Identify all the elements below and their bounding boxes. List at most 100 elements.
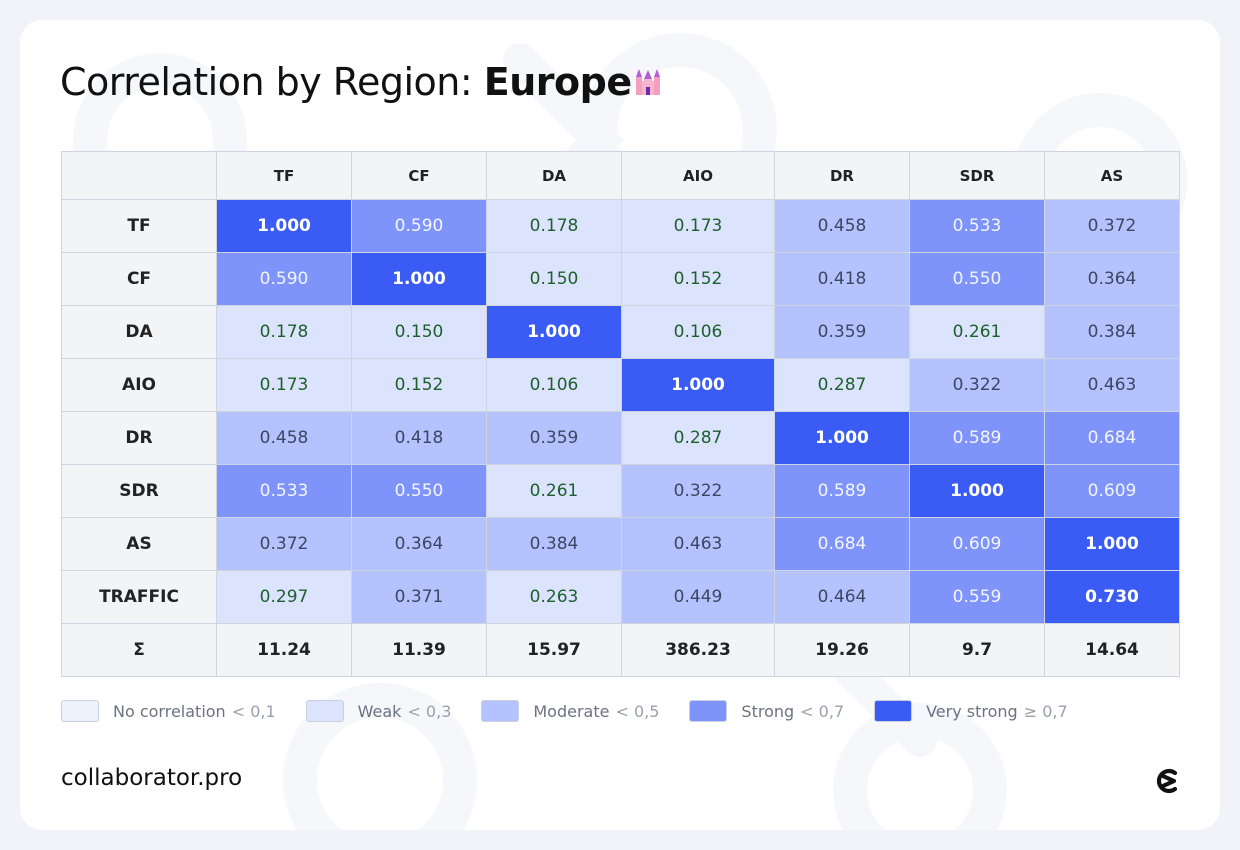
legend-item-no-correlation: No correlation < 0,1 bbox=[61, 700, 276, 722]
heatmap-row: AS 0.372 0.364 0.384 0.463 0.684 0.609 1.000 bbox=[61, 517, 1180, 571]
corner-cell bbox=[61, 151, 217, 200]
sum-row: Σ 11.24 11.39 15.97 386.23 19.26 9.7 14.64 bbox=[61, 623, 1180, 677]
heatmap-cell: 0.458 bbox=[774, 199, 910, 253]
legend-swatch-moderate bbox=[481, 700, 520, 722]
heatmap-cell: 0.359 bbox=[774, 305, 910, 359]
heatmap-cell: 0.609 bbox=[909, 517, 1045, 571]
heatmap-cell: 0.364 bbox=[351, 517, 487, 571]
heatmap-cell: 0.173 bbox=[621, 199, 775, 253]
legend-swatch-weak bbox=[305, 700, 344, 722]
heatmap-cell: 0.106 bbox=[621, 305, 775, 359]
heatmap-cell: 0.458 bbox=[216, 411, 352, 465]
heatmap-row: DR 0.458 0.418 0.359 0.287 1.000 0.589 0.684 bbox=[61, 411, 1180, 465]
heatmap-cell: 0.322 bbox=[621, 464, 775, 518]
heatmap-cell: 0.533 bbox=[909, 199, 1045, 253]
legend-threshold: ≥ 0,7 bbox=[1023, 701, 1068, 721]
title-prefix: Correlation by Region: bbox=[60, 60, 484, 104]
heatmap-cell: 1.000 bbox=[216, 199, 352, 253]
heatmap-cell: 0.418 bbox=[351, 411, 487, 465]
heatmap-cell: 0.418 bbox=[774, 252, 910, 306]
column-header: SDR bbox=[909, 151, 1045, 200]
row-header: CF bbox=[61, 252, 217, 306]
legend-label: Strong bbox=[741, 701, 795, 721]
heatmap-cell: 0.684 bbox=[1044, 411, 1180, 465]
heatmap-cell: 1.000 bbox=[1044, 517, 1180, 571]
heatmap-cell: 0.359 bbox=[486, 411, 622, 465]
legend-label: Moderate bbox=[533, 701, 610, 721]
legend-label: Very strong bbox=[926, 701, 1018, 721]
heatmap-cell: 0.590 bbox=[216, 252, 352, 306]
column-header: AS bbox=[1044, 151, 1180, 200]
sum-cell: 9.7 bbox=[909, 623, 1045, 677]
heatmap-cell: 0.464 bbox=[774, 570, 910, 624]
correlation-heatmap: TF CF DA AIO DR SDR AS TF 1.000 0.590 0.178 0.173 0… bbox=[61, 151, 1180, 677]
legend-label: No correlation bbox=[113, 701, 226, 721]
heatmap-cell: 0.297 bbox=[216, 570, 352, 624]
legend-item-very-strong: Very strong ≥ 0,7 bbox=[874, 700, 1068, 722]
header-row: TF CF DA AIO DR SDR AS bbox=[61, 151, 1180, 200]
legend: No correlation < 0,1 Weak < 0,3 Moderate… bbox=[61, 700, 1098, 722]
heatmap-row: TF 1.000 0.590 0.178 0.173 0.458 0.533 0.372 bbox=[61, 199, 1180, 253]
heatmap-cell: 0.533 bbox=[216, 464, 352, 518]
heatmap-cell: 1.000 bbox=[774, 411, 910, 465]
heatmap-cell: 0.263 bbox=[486, 570, 622, 624]
heatmap-row: AIO 0.173 0.152 0.106 1.000 0.287 0.322 0.463 bbox=[61, 358, 1180, 412]
heatmap-cell: 0.152 bbox=[351, 358, 487, 412]
heatmap-cell: 0.550 bbox=[351, 464, 487, 518]
heatmap-cell: 0.590 bbox=[351, 199, 487, 253]
heatmap-cell: 0.730 bbox=[1044, 570, 1180, 624]
brand-footer: collaborator.pro bbox=[61, 765, 243, 791]
heatmap-cell: 0.287 bbox=[621, 411, 775, 465]
legend-item-moderate: Moderate < 0,5 bbox=[481, 700, 659, 722]
heatmap-row: DA 0.178 0.150 1.000 0.106 0.359 0.261 0.384 bbox=[61, 305, 1180, 359]
column-header: CF bbox=[351, 151, 487, 200]
row-header: TRAFFIC bbox=[61, 570, 217, 624]
heatmap-cell: 1.000 bbox=[909, 464, 1045, 518]
sum-cell: 14.64 bbox=[1044, 623, 1180, 677]
sum-cell: 19.26 bbox=[774, 623, 910, 677]
row-header: TF bbox=[61, 199, 217, 253]
column-header: DR bbox=[774, 151, 910, 200]
row-header: DR bbox=[61, 411, 217, 465]
heatmap-cell: 0.150 bbox=[351, 305, 487, 359]
column-header: AIO bbox=[621, 151, 775, 200]
legend-swatch-no-correlation bbox=[61, 700, 99, 722]
heatmap-cell: 0.106 bbox=[486, 358, 622, 412]
title-region: Europe bbox=[483, 60, 632, 104]
heatmap-cell: 0.173 bbox=[216, 358, 352, 412]
legend-threshold: < 0,5 bbox=[615, 701, 660, 721]
heatmap-cell: 0.589 bbox=[774, 464, 910, 518]
row-header: AS bbox=[61, 517, 217, 571]
sum-label: Σ bbox=[61, 623, 217, 677]
heatmap-cell: 1.000 bbox=[621, 358, 775, 412]
legend-swatch-strong bbox=[689, 700, 728, 722]
heatmap-cell: 0.150 bbox=[486, 252, 622, 306]
row-header: SDR bbox=[61, 464, 217, 518]
heatmap-cell: 0.609 bbox=[1044, 464, 1180, 518]
row-header: AIO bbox=[61, 358, 217, 412]
column-header: TF bbox=[216, 151, 352, 200]
row-header: DA bbox=[61, 305, 217, 359]
legend-label: Weak bbox=[357, 701, 402, 721]
heatmap-row: CF 0.590 1.000 0.150 0.152 0.418 0.550 0.364 bbox=[61, 252, 1180, 306]
heatmap-cell: 1.000 bbox=[351, 252, 487, 306]
heatmap-row: TRAFFIC 0.297 0.371 0.263 0.449 0.464 0.559 0.7… bbox=[61, 570, 1180, 624]
heatmap-cell: 0.261 bbox=[909, 305, 1045, 359]
column-header: DA bbox=[486, 151, 622, 200]
heatmap-cell: 0.371 bbox=[351, 570, 487, 624]
collaborator-logo-icon bbox=[1154, 768, 1182, 798]
heatmap-cell: 0.463 bbox=[621, 517, 775, 571]
heatmap-cell: 0.384 bbox=[486, 517, 622, 571]
sum-cell: 15.97 bbox=[486, 623, 622, 677]
legend-item-weak: Weak < 0,3 bbox=[305, 700, 452, 722]
heatmap-cell: 0.589 bbox=[909, 411, 1045, 465]
legend-threshold: < 0,3 bbox=[407, 701, 452, 721]
sum-cell: 11.39 bbox=[351, 623, 487, 677]
castle-icon bbox=[634, 62, 662, 106]
heatmap-cell: 0.178 bbox=[216, 305, 352, 359]
heatmap-cell: 0.449 bbox=[621, 570, 775, 624]
heatmap-cell: 0.463 bbox=[1044, 358, 1180, 412]
heatmap-cell: 0.559 bbox=[909, 570, 1045, 624]
heatmap-cell: 0.372 bbox=[216, 517, 352, 571]
sum-cell: 386.23 bbox=[621, 623, 775, 677]
